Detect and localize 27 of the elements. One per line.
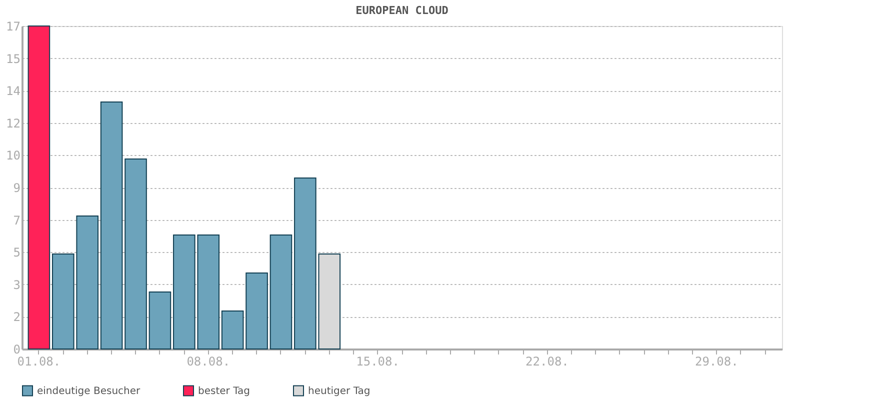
x-tick-label: 01.08.: [17, 354, 61, 368]
y-tick-label: 10: [6, 148, 20, 163]
x-tick-label: 22.08.: [526, 354, 569, 368]
y-tick-label: 14: [6, 84, 20, 98]
y-tick-label: 5: [13, 246, 20, 260]
y-tick-label: 3: [13, 278, 20, 292]
y-tick-label: 0: [13, 342, 20, 356]
bar: [100, 102, 123, 350]
y-tick-label: 15: [6, 52, 20, 66]
bar: [28, 26, 50, 350]
bar: [148, 292, 172, 350]
x-tick-label: 15.08.: [356, 354, 400, 368]
x-tick-label: 08.08.: [186, 354, 230, 368]
y-tick-label: 7: [13, 213, 20, 228]
legend-label: bester Tag: [198, 386, 250, 397]
x-tick-label: 29.08.: [694, 354, 738, 368]
legend-label: heutiger Tag: [308, 386, 370, 397]
legend-label: eindeutige Besucher: [37, 386, 142, 397]
bar: [221, 310, 244, 350]
bar: [124, 158, 147, 350]
y-tick-label: 9: [13, 181, 20, 195]
chart-title: EUROPEAN CLOUD: [356, 4, 449, 17]
y-tick-label: 17: [6, 20, 20, 34]
bar: [246, 272, 268, 350]
y-tick-label: 12: [6, 116, 20, 130]
bar: [270, 234, 292, 350]
y-tick-label: 2: [13, 310, 20, 324]
